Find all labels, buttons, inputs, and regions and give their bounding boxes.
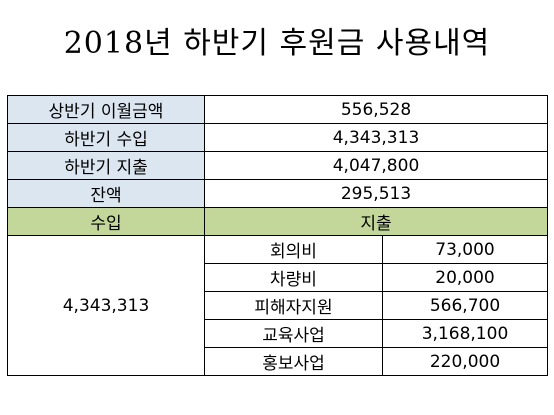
expense-row: 교육사업 3,168,100 <box>8 319 548 348</box>
summary-row: 하반기 수입 4,343,313 <box>7 123 548 152</box>
summary-value[interactable]: 4,343,313 <box>204 123 548 152</box>
income-header[interactable]: 수입 <box>7 207 205 236</box>
expense-amount[interactable]: 220,000 <box>382 347 548 376</box>
expense-row: 차량비 20,000 <box>8 263 548 292</box>
expense-item[interactable]: 홍보사업 <box>204 347 383 376</box>
expense-item[interactable]: 교육사업 <box>204 319 383 348</box>
summary-row: 잔액 295,513 <box>7 179 548 208</box>
summary-label[interactable]: 하반기 지출 <box>7 151 205 180</box>
expense-amount[interactable]: 73,000 <box>382 235 548 264</box>
expense-row: 피해자지원 566,700 <box>8 291 548 320</box>
summary-label[interactable]: 하반기 수입 <box>7 123 205 152</box>
summary-label[interactable]: 상반기 이월금액 <box>7 95 205 124</box>
expense-amount[interactable]: 566,700 <box>382 291 548 320</box>
summary-value[interactable]: 556,528 <box>204 95 548 124</box>
expense-item[interactable]: 회의비 <box>204 235 383 264</box>
header-row: 수입 지출 <box>7 207 548 236</box>
summary-label[interactable]: 잔액 <box>7 179 205 208</box>
summary-value[interactable]: 295,513 <box>204 179 548 208</box>
expense-amount[interactable]: 20,000 <box>382 263 548 292</box>
summary-row: 상반기 이월금액 556,528 <box>7 95 548 124</box>
expense-item[interactable]: 피해자지원 <box>204 291 383 320</box>
expense-row: 4,343,313 회의비 73,000 <box>7 235 548 376</box>
expense-report-table: 상반기 이월금액 556,528 하반기 수입 4,343,313 하반기 지출… <box>7 95 548 376</box>
expense-row: 홍보사업 220,000 <box>8 347 548 376</box>
summary-value[interactable]: 4,047,800 <box>204 151 548 180</box>
income-total-cell[interactable]: 4,343,313 <box>7 235 205 376</box>
expense-item[interactable]: 차량비 <box>204 263 383 292</box>
expense-header[interactable]: 지출 <box>204 207 548 236</box>
summary-row: 하반기 지출 4,047,800 <box>7 151 548 180</box>
expense-amount[interactable]: 3,168,100 <box>382 319 548 348</box>
page-title: 2018년 하반기 후원금 사용내역 <box>63 26 491 61</box>
